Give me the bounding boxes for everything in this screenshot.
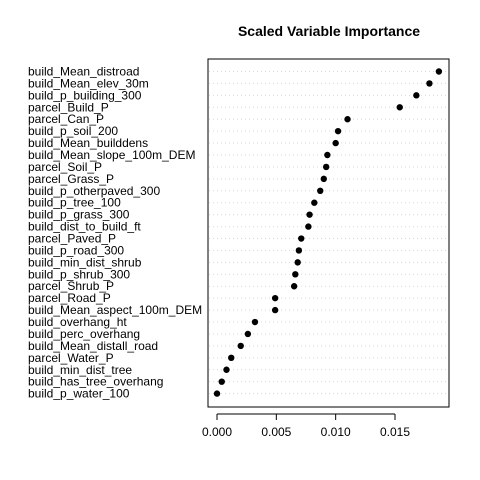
category-label: build_Mean_distroad (28, 65, 139, 79)
category-label: parcel_Soil_P (28, 160, 102, 174)
category-label: build_p_road_300 (28, 243, 124, 257)
data-point (334, 127, 342, 135)
category-label: build_overhang_ht (28, 315, 127, 329)
data-point (271, 294, 279, 302)
data-point (320, 175, 327, 183)
category-label: build_Mean_distall_road (28, 339, 158, 353)
category-label: build_dist_to_build_ft (28, 220, 141, 234)
data-point (223, 366, 230, 373)
category-label: build_Mean_aspect_100m_DEM (28, 303, 202, 317)
category-label: build_p_soil_200 (28, 124, 118, 138)
category-label: parcel_Can_P (28, 112, 104, 126)
data-point (298, 235, 305, 242)
data-point (306, 211, 313, 218)
category-label: build_Mean_builddens (28, 136, 148, 150)
data-point (435, 68, 443, 75)
plot-frame (207, 58, 450, 408)
category-label: build_Mean_slope_100m_DEM (28, 148, 195, 162)
category-label: build_min_dist_tree (28, 363, 132, 377)
data-point (413, 92, 420, 99)
data-point (317, 187, 324, 194)
category-labels: build_Mean_distroadbuild_Mean_elev_30mbu… (28, 65, 202, 401)
x-axis-ticks: 0.000 0.005 0.010 0.015 (202, 414, 410, 439)
category-label: build_Mean_elev_30m (28, 76, 149, 90)
category-label: build_p_building_300 (28, 88, 142, 102)
chart-title: Scaled Variable Importance (238, 23, 420, 39)
category-label: build_min_dist_shrub (28, 255, 142, 269)
data-point (228, 354, 235, 362)
category-label: build_p_shrub_300 (28, 267, 130, 281)
data-point (295, 247, 303, 254)
category-label: build_has_tree_overhang (28, 375, 163, 389)
category-label: build_p_otherpaved_300 (28, 184, 160, 198)
data-point (311, 199, 318, 206)
category-label: parcel_Shrub_P (28, 279, 114, 293)
data-point (332, 139, 339, 147)
x-tick-label: 0.005 (261, 425, 291, 439)
data-point (305, 223, 312, 230)
data-point (218, 378, 225, 385)
data-point (213, 390, 221, 397)
data-point (344, 116, 351, 123)
data-point (244, 330, 252, 338)
category-label: parcel_Water_P (28, 351, 114, 365)
category-label: build_perc_overhang (28, 327, 140, 341)
data-point (294, 259, 301, 266)
data-point (290, 283, 298, 290)
x-tick-label: 0.000 (202, 425, 232, 439)
category-label: build_p_grass_300 (28, 208, 130, 222)
category-label: parcel_Build_P (28, 100, 109, 114)
data-point (292, 271, 299, 278)
category-label: parcel_Paved_P (28, 232, 116, 246)
x-tick-label: 0.015 (380, 425, 410, 439)
data-points (213, 68, 443, 397)
data-point (271, 306, 279, 314)
data-point (237, 342, 244, 350)
data-point (322, 163, 330, 171)
category-label: build_p_tree_100 (28, 196, 121, 210)
data-point (251, 318, 259, 326)
x-tick-label: 0.010 (321, 425, 351, 439)
category-label: parcel_Grass_P (28, 172, 114, 186)
data-point (324, 151, 331, 159)
category-label: parcel_Road_P (28, 291, 111, 305)
category-label: build_p_water_100 (28, 387, 130, 401)
data-point (426, 80, 433, 87)
data-point (396, 104, 403, 111)
grid-lines (209, 71, 448, 395)
